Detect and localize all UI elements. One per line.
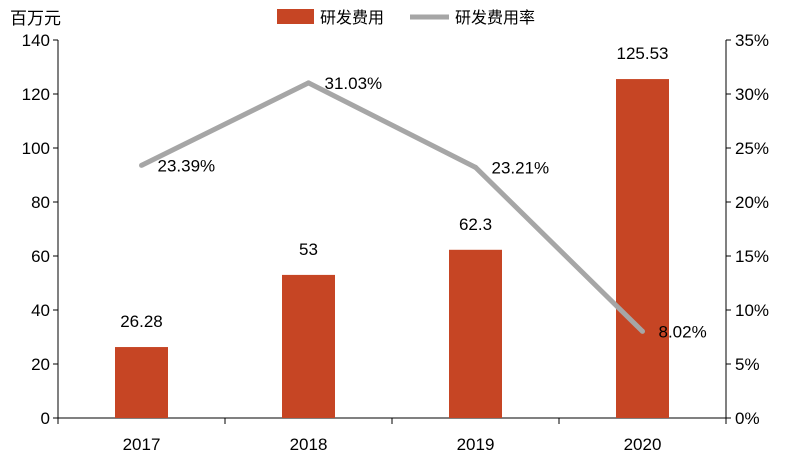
- y-right-tick-label: 35%: [735, 31, 769, 50]
- legend: 研发费用 研发费用率: [277, 8, 535, 27]
- bar: [282, 274, 335, 418]
- bar-data-label: 62.3: [459, 215, 492, 234]
- line-series: [139, 80, 645, 334]
- y-right-tick-label: 25%: [735, 139, 769, 158]
- y-left-tick-label: 20: [31, 355, 50, 374]
- x-tick-label: 2018: [290, 435, 328, 454]
- bar-series: [115, 79, 669, 418]
- y-right-tick-label: 10%: [735, 301, 769, 320]
- legend-swatch-bar: [277, 9, 314, 24]
- x-tick-label: 2017: [123, 435, 161, 454]
- bar: [115, 347, 168, 418]
- line-point: [473, 164, 478, 170]
- line-data-label: 23.21%: [492, 158, 550, 177]
- y-right-tick-label: 0%: [735, 409, 760, 428]
- y-left-tick-label: 120: [22, 85, 50, 104]
- line-point: [139, 162, 144, 168]
- y-left-tick-label: 80: [31, 193, 50, 212]
- y-left-tick-label: 40: [31, 301, 50, 320]
- line-data-label: 8.02%: [659, 322, 707, 341]
- y-left-tick-label: 60: [31, 247, 50, 266]
- x-tick-label: 2020: [624, 435, 662, 454]
- bar: [616, 79, 669, 418]
- y-right-tick-label: 15%: [735, 247, 769, 266]
- line-point: [640, 328, 645, 334]
- y-right-tick-label: 5%: [735, 355, 760, 374]
- bar-data-label: 125.53: [617, 44, 669, 63]
- y-right-tick-label: 20%: [735, 193, 769, 212]
- bar-data-label: 26.28: [120, 312, 163, 331]
- legend-label-line: 研发费用率: [455, 8, 535, 27]
- line-path: [140, 80, 645, 334]
- y-left-axis-label: 百万元: [10, 9, 61, 29]
- line-data-label: 23.39%: [158, 156, 216, 175]
- y-left-tick-label: 0: [41, 409, 50, 428]
- data-labels: 26.28 53 62.3 125.53 23.39% 31.03% 23.21% 8.02%: [120, 44, 706, 341]
- axes: 0 20 40 60 80 100 120 140 0% 5% 10% 15% 20% 25% 30% 35%…: [22, 31, 769, 454]
- line-data-label: 31.03%: [325, 74, 383, 93]
- legend-label-bar: 研发费用: [320, 8, 384, 27]
- y-left-tick-label: 140: [22, 31, 50, 50]
- bar-data-label: 53: [299, 240, 318, 259]
- y-left-tick-label: 100: [22, 139, 50, 158]
- y-right-tick-label: 30%: [735, 85, 769, 104]
- bar: [449, 249, 502, 418]
- line-point: [306, 80, 311, 86]
- x-tick-label: 2019: [457, 435, 495, 454]
